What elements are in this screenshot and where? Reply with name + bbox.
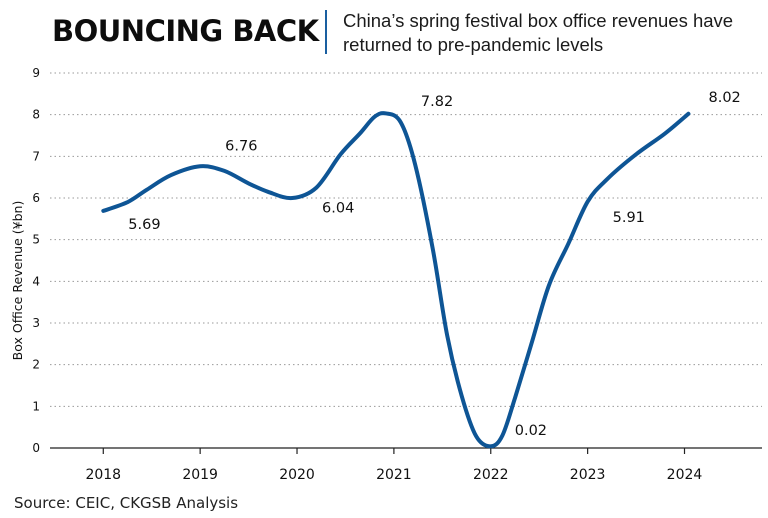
x-tick-label: 2022 bbox=[473, 467, 509, 483]
x-tick-label: 2018 bbox=[85, 467, 121, 483]
y-tick-label: 6 bbox=[32, 191, 40, 205]
title-divider bbox=[325, 10, 327, 54]
chart-subtitle: China’s spring festival box office reven… bbox=[343, 10, 734, 55]
data-labels: 5.69 6.76 6.04 7.82 0.02 5.91 8.02 bbox=[128, 90, 741, 439]
gridlines bbox=[50, 72, 762, 407]
y-tick-label: 9 bbox=[32, 66, 40, 80]
x-tick-label: 2019 bbox=[182, 467, 218, 483]
y-tick-label: 2 bbox=[32, 358, 40, 372]
data-label: 0.02 bbox=[515, 423, 547, 439]
y-tick-label: 5 bbox=[32, 233, 40, 247]
axes: 0 1 2 3 4 5 6 7 8 9 2018 2019 2020 2021 2022 2023 2024 Bo… bbox=[10, 66, 762, 483]
source-note: Source: CEIC, CKGSB Analysis bbox=[14, 494, 239, 512]
series-layer bbox=[101, 111, 691, 449]
data-label: 6.04 bbox=[322, 200, 354, 216]
x-tick-label: 2023 bbox=[570, 467, 606, 483]
y-axis-label: Box Office Revenue (¥bn) bbox=[10, 201, 25, 361]
data-label: 8.02 bbox=[709, 90, 741, 106]
x-tick-label: 2020 bbox=[279, 467, 315, 483]
x-tick-label: 2021 bbox=[376, 467, 412, 483]
y-tick-label: 8 bbox=[32, 108, 40, 122]
y-tick-label: 3 bbox=[32, 316, 40, 330]
x-tick-label: 2024 bbox=[667, 467, 703, 483]
data-label: 6.76 bbox=[225, 138, 257, 154]
chart-title: BOUNCING BACK bbox=[52, 14, 319, 48]
data-label: 7.82 bbox=[421, 94, 453, 110]
y-tick-label: 0 bbox=[32, 441, 40, 455]
series-line bbox=[101, 111, 691, 449]
y-tick-label: 7 bbox=[32, 149, 40, 163]
data-label: 5.69 bbox=[128, 217, 160, 233]
data-label: 5.91 bbox=[613, 210, 645, 226]
y-tick-label: 4 bbox=[32, 274, 40, 288]
y-tick-label: 1 bbox=[32, 399, 40, 413]
